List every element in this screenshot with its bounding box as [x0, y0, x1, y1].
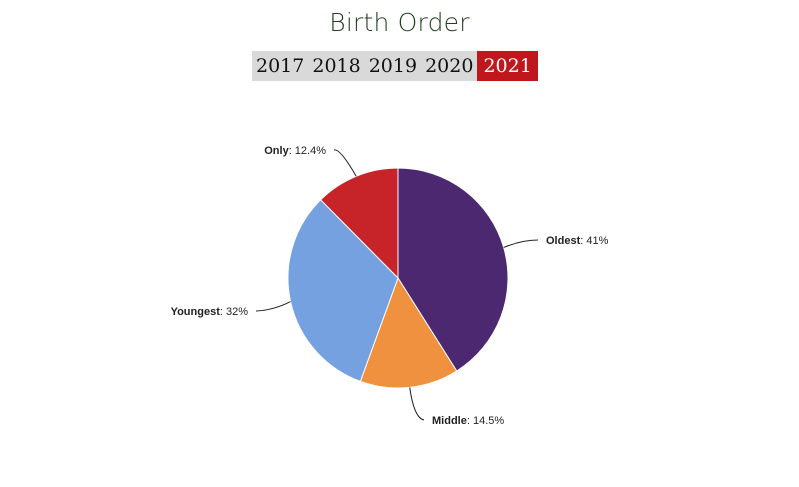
- pie-labels: Oldest: 41% Middle: 14.5% Youngest: 32% Onl…: [171, 145, 609, 427]
- data-label-middle: Middle: 14.5%: [432, 415, 504, 427]
- data-label-value: : 14.5%: [467, 415, 505, 427]
- pie-slices: [287, 167, 509, 389]
- year-tab-2018[interactable]: 2018: [312, 55, 361, 77]
- leader-line-youngest: [255, 301, 291, 312]
- data-label-value: : 41%: [580, 235, 608, 247]
- year-tab-2020[interactable]: 2020: [425, 55, 474, 77]
- pie-leader-lines: [255, 149, 539, 421]
- data-label-name: Youngest: [171, 306, 221, 318]
- leader-line-oldest: [503, 239, 539, 248]
- data-label-youngest: Youngest: 32%: [171, 306, 249, 318]
- year-tab-2021[interactable]: 2021: [477, 51, 538, 81]
- data-label-value: : 32%: [220, 306, 248, 318]
- data-label-oldest: Oldest: 41%: [546, 235, 609, 247]
- data-label-only: Only: 12.4%: [264, 145, 326, 157]
- data-label-value: : 12.4%: [289, 145, 327, 157]
- pie-slice-middle[interactable]: [359, 276, 458, 389]
- year-tab-2017[interactable]: 2017: [256, 55, 305, 77]
- year-tab-2019[interactable]: 2019: [368, 55, 418, 77]
- year-tab-bar: 2017 2018 2019 2020 2021: [252, 51, 538, 81]
- leader-line-middle: [409, 387, 425, 421]
- chart-title: Birth Order: [329, 8, 470, 37]
- pie-slice-oldest[interactable]: [397, 167, 509, 372]
- data-label-name: Only: [264, 145, 289, 157]
- data-label-name: Oldest: [546, 235, 581, 247]
- data-label-name: Middle: [432, 415, 467, 427]
- leader-line-only: [333, 149, 357, 177]
